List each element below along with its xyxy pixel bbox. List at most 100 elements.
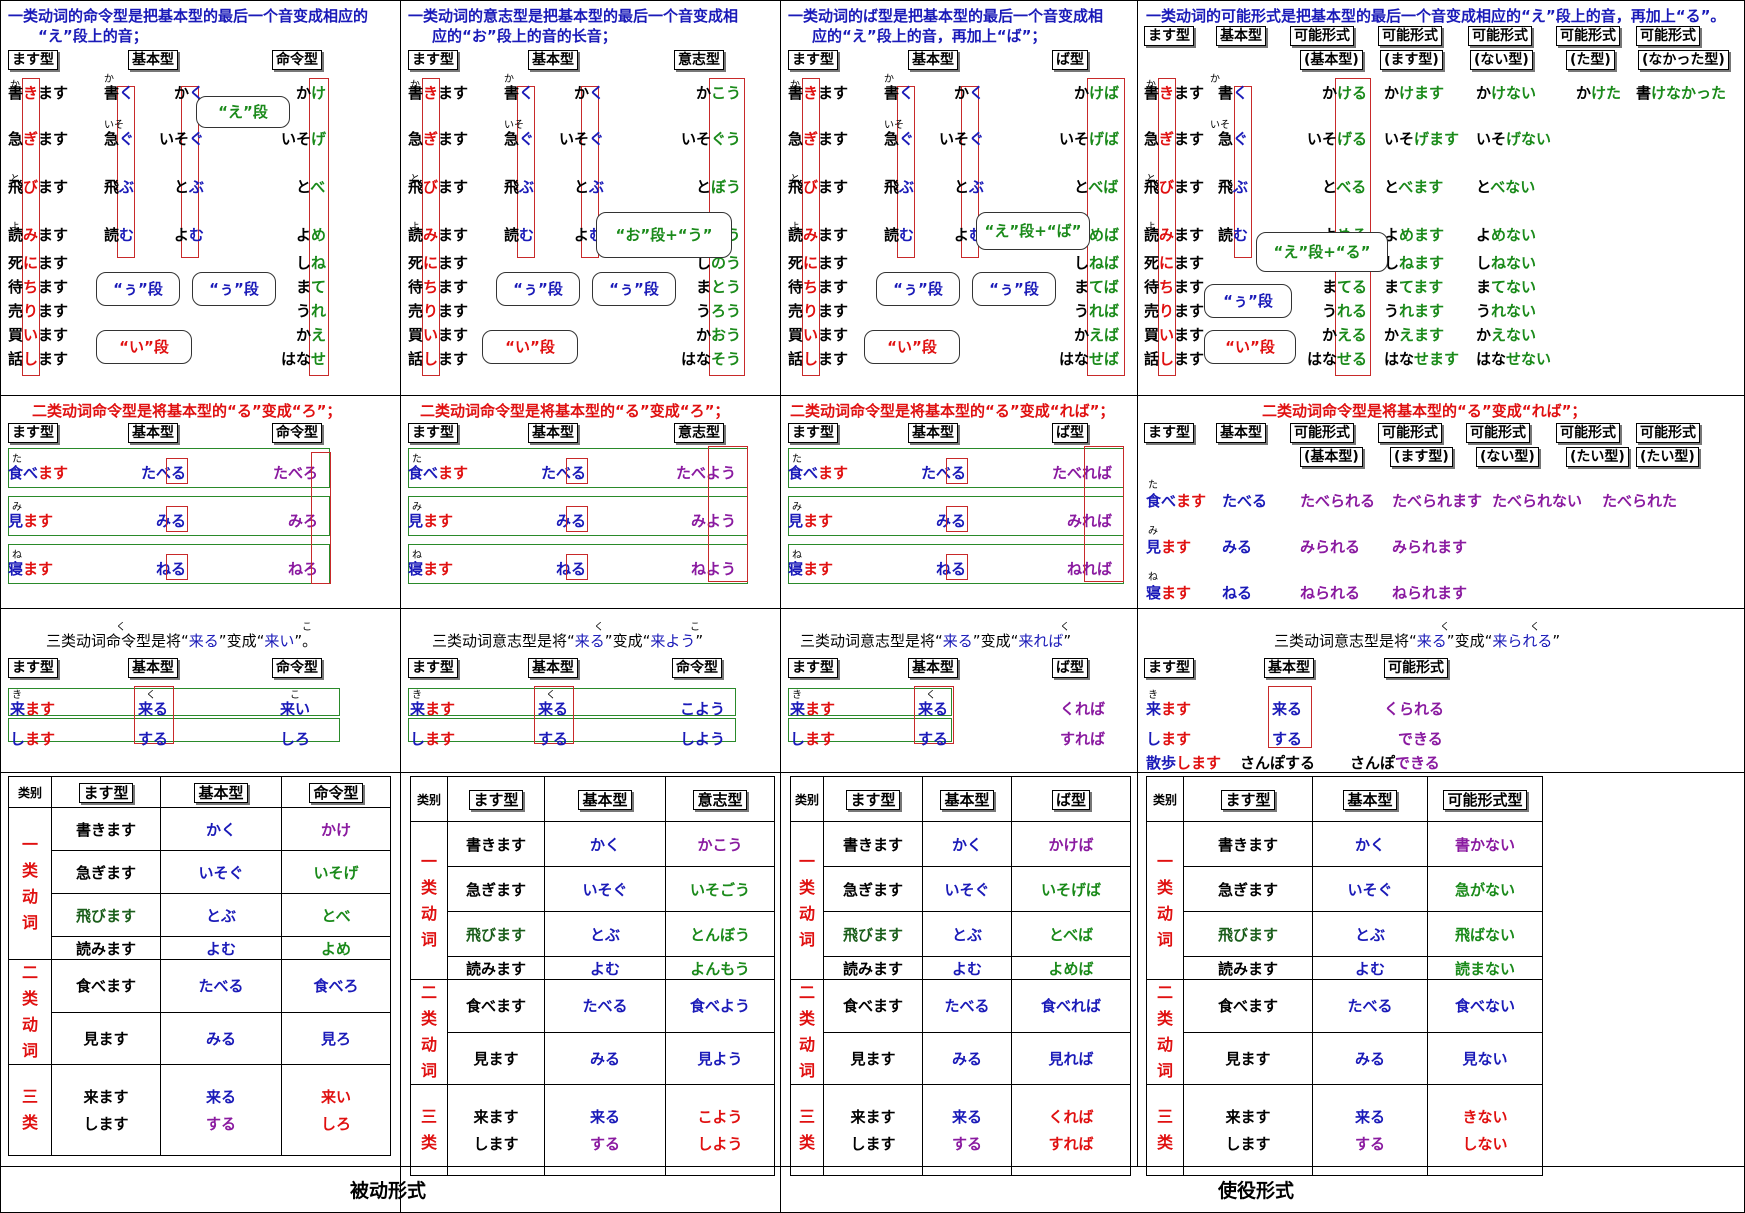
table-cell-kihon: かく xyxy=(589,835,620,854)
verb-converted-form: はなせ xyxy=(281,350,327,368)
divider xyxy=(0,772,1745,773)
verb-kuru-masu: 来ます xyxy=(790,700,836,718)
verb-kanou-form: まてる xyxy=(1322,278,1368,296)
table-cell-masu: 来ます します xyxy=(850,1108,896,1153)
table-cell-kihon: みる xyxy=(951,1049,982,1068)
verb-masu-form: 急ぎます xyxy=(8,130,69,148)
callout-u-dan: “ぅ”段 xyxy=(972,272,1056,306)
verb-dictionary-kanji: 急ぐ xyxy=(104,130,135,148)
highlight-kihon xyxy=(134,686,174,744)
table-cell-masu: 読みます xyxy=(75,939,136,958)
table-cell-target: 来い しろ xyxy=(320,1088,351,1133)
verb-kanou-form: はなせる xyxy=(1307,350,1368,368)
table-header: 基本型 xyxy=(1343,789,1397,810)
summary-table: 类别 ます型 基本型 意志型 一类动词 書きます かく かこう 急ぎます いそぐ いそごう 飛びます と… xyxy=(410,776,775,1176)
header-target: 命令型 xyxy=(272,658,322,678)
table-cell-masu: 読みます xyxy=(842,959,903,978)
verb-converted-form: いそげば xyxy=(1059,130,1120,148)
header-kihon: 基本型 xyxy=(128,50,178,70)
verb-dictionary: ねる xyxy=(1222,584,1253,602)
verb-masu-form: 買います xyxy=(788,326,849,344)
verb-dictionary-kanji: 飛ぶ xyxy=(504,178,535,196)
verb-converted-form: みろ xyxy=(288,512,319,530)
table-cell-kihon: たべる xyxy=(582,997,628,1016)
panel-title: 一类动词的ば型是把基本型的最后一个音变成相 xyxy=(788,7,1104,25)
furigana: と xyxy=(790,174,800,185)
verb-converted-form: みよう xyxy=(691,512,737,530)
verb-masu-form: 買います xyxy=(408,326,469,344)
verb-masu-form: 急ぎます xyxy=(1144,130,1205,148)
verb-masu-form: 書きます xyxy=(788,84,849,102)
table-cell-kihon: かく xyxy=(1354,835,1385,854)
verb-converted-form: しねば xyxy=(1074,254,1120,272)
header-target: ば型 xyxy=(1052,658,1088,678)
verb-masu-form: 死にます xyxy=(1144,254,1205,272)
table-cell-target: とべ xyxy=(321,906,351,925)
furigana: た xyxy=(1148,480,1158,491)
verb-suru: する xyxy=(138,730,169,748)
table-cell-target: 見ろ xyxy=(320,1029,351,1048)
table-cell-kihon: みる xyxy=(1354,1049,1385,1068)
table-cell-masu: 来ます します xyxy=(1225,1108,1271,1153)
table-header: 基本型 xyxy=(940,789,994,810)
verb-masu-form: 待ちます xyxy=(8,278,69,296)
verb-kanou-form: うれる xyxy=(1322,302,1368,320)
verb-converted-form: いそげ xyxy=(281,130,327,148)
highlight-ru xyxy=(946,554,968,580)
category-label: 一类动词 xyxy=(420,851,437,949)
verb-kuru: 来る xyxy=(538,700,569,718)
highlight-kihon xyxy=(534,686,574,744)
header-kihon: 基本型 xyxy=(908,50,958,70)
furigana: み xyxy=(12,502,22,513)
verb-dictionary-kanji: 急ぐ xyxy=(884,130,915,148)
table-cell-target: 食べれば xyxy=(1040,997,1101,1016)
divider xyxy=(1137,0,1138,1166)
header-masu: ます型 xyxy=(8,658,58,678)
furigana: と xyxy=(410,174,420,185)
table-cell-target: 読まない xyxy=(1454,959,1515,978)
verb-masu-form: 急ぎます xyxy=(788,130,849,148)
header-ishi: 意志型 xyxy=(674,423,724,443)
verb-masu-form: 寝ます xyxy=(8,560,54,578)
verb-masu-form: 食べます xyxy=(8,464,69,482)
header-kihon: 基本型 xyxy=(528,658,578,678)
divider xyxy=(0,608,1745,609)
verb-kanou-nai: たべられない xyxy=(1492,492,1583,510)
table-cell-masu: 書きます xyxy=(75,820,136,839)
summary-table: 类别 ます型 基本型 ば型 一类动词 書きます かく かけば 急ぎます いそぐ いそげば 飛びます とぶ… xyxy=(790,776,1131,1176)
section-title: 三类动词意志型是将“来る”变成“来られる” xyxy=(1274,632,1561,650)
header-cell: 可能形式 xyxy=(1636,423,1700,443)
highlight-column xyxy=(517,86,535,258)
verb-kanou-nai: かけない xyxy=(1476,84,1537,102)
verb-kanou-nai: いそげない xyxy=(1476,130,1552,148)
divider xyxy=(400,0,401,1213)
verb-kanou-form: いそげる xyxy=(1307,130,1368,148)
highlight-ru xyxy=(166,458,188,484)
category-label: 三类 xyxy=(21,1087,38,1132)
furigana: く xyxy=(116,622,126,633)
verb-masu-form: 寝ます xyxy=(1146,584,1192,602)
highlight-column xyxy=(1084,446,1124,582)
panel-title-line2: 应的“お”段上的音的长音； xyxy=(432,27,617,45)
verb-dictionary-kanji: 読む xyxy=(504,226,535,244)
table-header: 类别 xyxy=(794,793,819,807)
highlight-column xyxy=(117,86,135,258)
verb-converted-form: かおう xyxy=(696,326,742,344)
verb-suru-masu: します xyxy=(790,730,836,748)
table-header: 基本型 xyxy=(194,782,248,803)
divider xyxy=(0,0,1745,1)
summary-table: 类别 ます型 基本型 可能形式型 一类动词 書きます かく 書かない 急ぎます いそぐ 急がない 飛び… xyxy=(1146,776,1543,1176)
category-label: 一类动词 xyxy=(21,834,38,932)
verb-converted-form: はなそう xyxy=(681,350,742,368)
verb-masu-form: 待ちます xyxy=(408,278,469,296)
highlight-ru xyxy=(166,506,188,532)
verb-suru-converted: しよう xyxy=(680,730,726,748)
verb-suru-masu: します xyxy=(10,730,56,748)
table-cell-kihon: よむ xyxy=(951,959,982,978)
header-masu: ます型 xyxy=(1144,658,1194,678)
table-cell-target: こよう しよう xyxy=(697,1108,743,1153)
furigana: よ xyxy=(10,222,20,233)
verb-converted-form: かけば xyxy=(1074,84,1120,102)
divider xyxy=(0,395,1745,396)
verb-kanou-nai: よめない xyxy=(1476,226,1537,244)
